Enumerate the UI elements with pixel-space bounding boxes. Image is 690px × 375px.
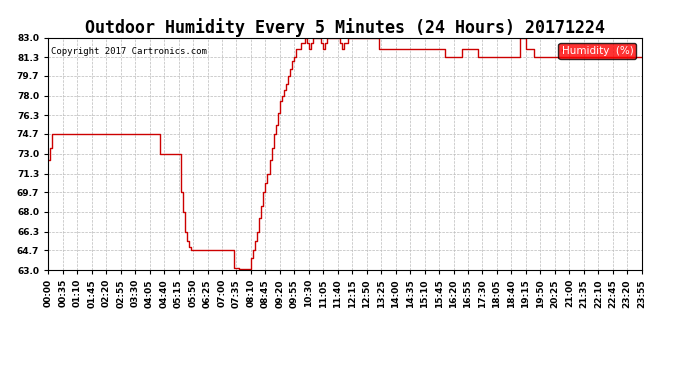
Legend: Humidity  (%): Humidity (%) bbox=[558, 43, 636, 59]
Text: Copyright 2017 Cartronics.com: Copyright 2017 Cartronics.com bbox=[51, 47, 207, 56]
Title: Outdoor Humidity Every 5 Minutes (24 Hours) 20171224: Outdoor Humidity Every 5 Minutes (24 Hou… bbox=[85, 18, 605, 38]
